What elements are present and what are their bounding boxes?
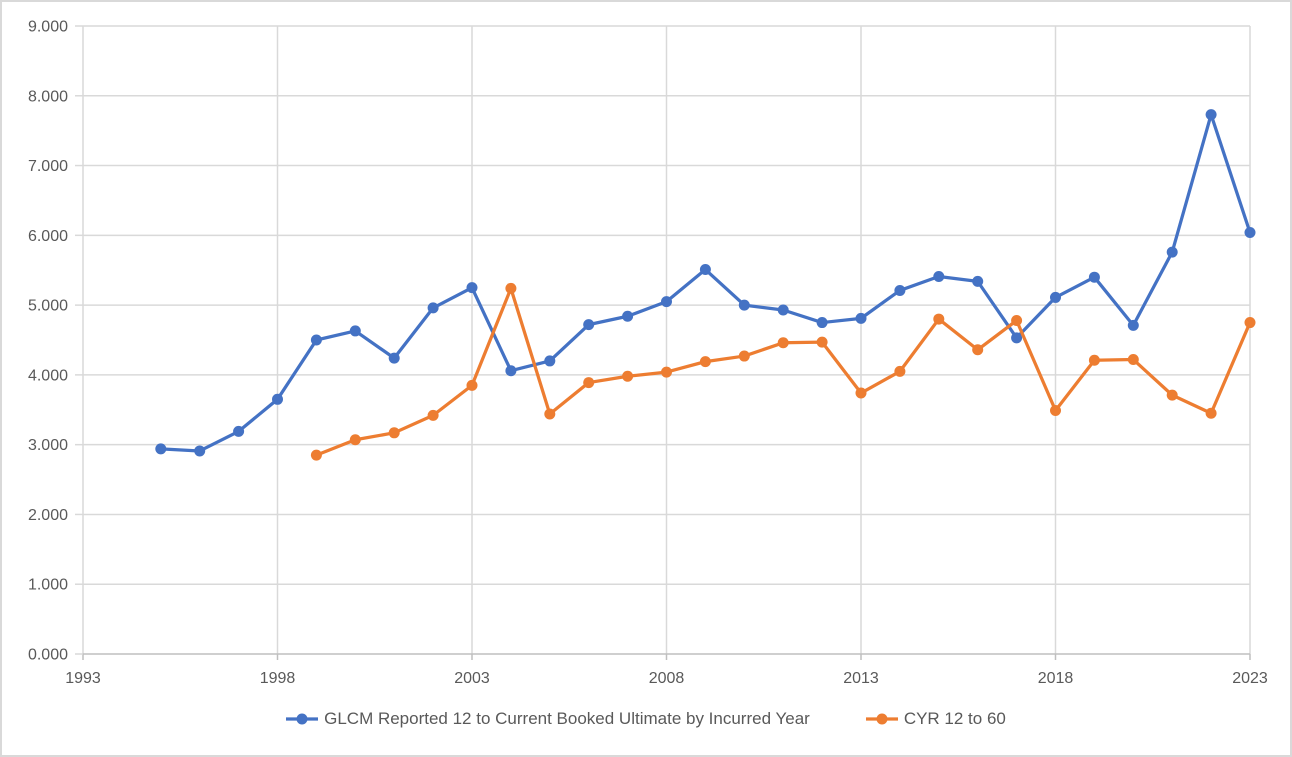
data-point-marker xyxy=(972,275,984,287)
data-point-marker xyxy=(1205,407,1217,419)
data-point-marker xyxy=(155,443,167,455)
data-point-marker xyxy=(505,365,517,377)
data-point-marker xyxy=(466,282,478,294)
y-axis-tick-label: 3.000 xyxy=(28,437,68,454)
data-point-marker xyxy=(388,352,400,364)
data-point-marker xyxy=(699,356,711,368)
data-point-marker xyxy=(466,379,478,391)
chart-legend: GLCM Reported 12 to Current Booked Ultim… xyxy=(2,709,1290,729)
legend-label-glcm: GLCM Reported 12 to Current Booked Ultim… xyxy=(324,709,810,728)
data-point-marker xyxy=(816,336,828,348)
y-axis-tick-label: 4.000 xyxy=(28,367,68,384)
data-point-marker xyxy=(661,296,672,308)
data-point-marker xyxy=(699,264,711,276)
data-point-marker xyxy=(777,304,789,316)
data-point-marker xyxy=(1244,227,1256,239)
x-axis-tick-label: 2023 xyxy=(1232,670,1268,687)
legend-line-marker-icon xyxy=(865,712,898,726)
data-point-marker xyxy=(1166,389,1178,401)
data-point-marker xyxy=(583,319,595,331)
y-axis-tick-label: 2.000 xyxy=(28,507,68,524)
data-point-marker xyxy=(1088,354,1100,366)
data-point-marker xyxy=(1205,109,1217,121)
data-point-marker xyxy=(427,409,439,421)
data-point-marker xyxy=(583,377,595,389)
data-point-marker xyxy=(738,299,750,311)
data-point-marker xyxy=(622,310,634,322)
data-point-marker xyxy=(427,302,439,314)
data-point-marker xyxy=(1127,319,1139,331)
data-point-marker xyxy=(777,337,789,349)
data-point-marker xyxy=(1050,291,1061,303)
x-axis-tick-label: 1998 xyxy=(260,670,296,687)
legend-label-cyr: CYR 12 to 60 xyxy=(903,709,1006,728)
data-point-marker xyxy=(310,449,322,461)
data-point-marker xyxy=(1244,317,1256,329)
x-axis-tick-label: 2013 xyxy=(843,670,879,687)
data-point-marker xyxy=(544,408,556,420)
data-point-marker xyxy=(310,334,322,346)
data-point-marker xyxy=(855,312,867,324)
y-axis-tick-label: 9.000 xyxy=(28,19,68,36)
y-axis-tick-label: 1.000 xyxy=(28,577,68,594)
y-axis-tick-label: 6.000 xyxy=(28,228,68,245)
data-point-marker xyxy=(1011,314,1023,326)
data-point-marker xyxy=(1011,332,1023,344)
data-point-marker xyxy=(1127,354,1139,366)
data-point-marker xyxy=(349,325,361,337)
y-axis-tick-label: 8.000 xyxy=(28,88,68,105)
data-point-marker xyxy=(894,284,906,296)
data-point-marker xyxy=(349,434,361,446)
y-axis-tick-label: 5.000 xyxy=(28,298,68,315)
data-point-marker xyxy=(1050,404,1061,416)
data-point-marker xyxy=(738,350,750,362)
data-point-marker xyxy=(194,445,206,457)
data-point-marker xyxy=(816,317,828,329)
data-point-marker xyxy=(388,427,400,439)
data-point-marker xyxy=(505,282,517,294)
data-point-marker xyxy=(933,313,945,325)
data-point-marker xyxy=(1166,246,1178,258)
legend-item-cyr[interactable]: CYR 12 to 60 xyxy=(865,709,1006,729)
data-point-marker xyxy=(933,271,945,283)
data-point-marker xyxy=(544,355,556,367)
legend-line-marker-icon xyxy=(286,712,319,726)
data-point-marker xyxy=(855,387,867,399)
data-point-marker xyxy=(622,370,634,382)
y-axis-tick-label: 7.000 xyxy=(28,158,68,175)
y-axis-tick-label: 0.000 xyxy=(28,647,68,664)
data-point-marker xyxy=(233,425,245,437)
data-point-marker xyxy=(1088,271,1100,283)
data-point-marker xyxy=(272,393,283,405)
x-axis-tick-label: 2018 xyxy=(1038,670,1074,687)
data-point-marker xyxy=(894,365,906,377)
data-point-marker xyxy=(972,344,984,356)
data-point-marker xyxy=(661,366,672,378)
x-axis-tick-label: 2003 xyxy=(454,670,490,687)
x-axis-tick-label: 2008 xyxy=(649,670,685,687)
legend-item-glcm[interactable]: GLCM Reported 12 to Current Booked Ultim… xyxy=(286,709,810,729)
x-axis-tick-label: 1993 xyxy=(65,670,101,687)
